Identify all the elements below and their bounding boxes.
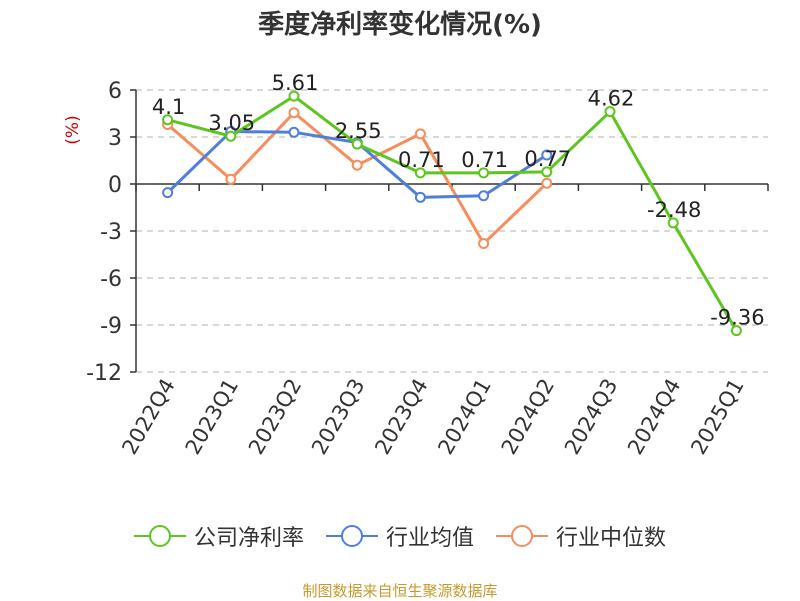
data-point — [478, 190, 490, 202]
series-line — [167, 94, 738, 332]
x-tick-label: 2024Q2 — [497, 375, 559, 459]
data-labels: 4.1 3.05 5.61 2.55 0.71 0.71 0.77 4.62 -2.48 -9.3… — [152, 71, 765, 330]
data-label: 3.05 — [208, 111, 255, 135]
data-point — [288, 126, 300, 138]
data-label: -9.36 — [710, 306, 764, 330]
data-point — [541, 166, 553, 178]
data-point — [288, 90, 300, 102]
data-label: 0.77 — [524, 147, 571, 171]
data-point — [351, 138, 363, 150]
legend-label: 行业中位数 — [556, 526, 667, 551]
legend-item-industry-median[interactable]: 行业中位数 — [496, 520, 666, 552]
data-point — [604, 106, 616, 118]
data-point — [414, 191, 426, 203]
data-label: 4.62 — [588, 87, 635, 111]
data-point — [478, 238, 490, 250]
legend-swatch-icon — [496, 525, 548, 547]
source-note: 制图数据来自恒生聚源数据库 — [302, 582, 498, 600]
legend-swatch-icon — [325, 525, 378, 547]
legend-item-industry-mean[interactable]: 行业均值 — [325, 520, 474, 552]
data-label: 0.71 — [398, 148, 445, 172]
data-point — [162, 187, 174, 199]
legend-swatch-icon — [133, 525, 186, 547]
series-lines — [162, 90, 742, 337]
data-label: 2.55 — [335, 119, 382, 143]
data-point — [478, 167, 490, 179]
y-tick-label: -12 — [86, 361, 122, 386]
data-label: 5.61 — [272, 71, 319, 95]
data-point — [414, 128, 426, 140]
x-tick-label: 2023Q1 — [181, 375, 243, 459]
data-point — [288, 107, 300, 119]
data-label: 4.1 — [152, 95, 185, 119]
y-tick-label: 6 — [108, 79, 122, 104]
x-tick-label: 2023Q4 — [370, 375, 432, 459]
x-tick-label: 2023Q2 — [244, 375, 306, 459]
data-point — [541, 149, 553, 161]
data-point — [667, 217, 679, 229]
x-tick-label: 2025Q1 — [686, 375, 748, 459]
x-tick-label: 2023Q3 — [307, 375, 369, 459]
x-tick-label: 2024Q4 — [623, 375, 685, 459]
data-label: -2.48 — [647, 198, 701, 222]
data-label: 0.71 — [461, 148, 508, 172]
x-tick-label: 2022Q4 — [117, 375, 179, 459]
data-point — [162, 114, 174, 126]
y-axis-title: (%) — [63, 115, 83, 144]
data-point — [351, 159, 363, 171]
x-tick-label: 2024Q3 — [560, 375, 622, 459]
data-point — [225, 130, 237, 142]
y-tick-label: -9 — [100, 314, 122, 339]
y-tick-label: 3 — [108, 126, 122, 151]
legend-item-company[interactable]: 公司净利率 — [133, 520, 304, 552]
legend-label: 行业均值 — [385, 526, 474, 551]
data-point — [541, 177, 553, 189]
y-tick-label: 0 — [108, 173, 122, 198]
data-point — [414, 167, 426, 179]
chart-title: 季度净利率变化情况(%) — [258, 10, 542, 40]
data-point — [225, 173, 237, 185]
y-tick-label: -6 — [100, 267, 122, 292]
data-point — [730, 325, 742, 337]
y-tick-label: -3 — [100, 220, 122, 245]
x-tick-label: 2024Q1 — [433, 374, 495, 458]
legend-label: 公司净利率 — [193, 526, 304, 551]
legend: 公司净利率 行业均值 行业中位数 — [0, 520, 800, 552]
